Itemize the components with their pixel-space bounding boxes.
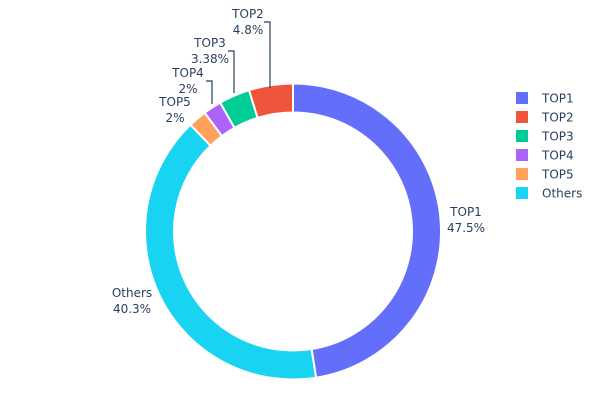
legend-item-top2[interactable]: TOP2 — [516, 111, 574, 125]
slice-label-top5: TOP5 2% — [158, 95, 191, 125]
slices — [144, 82, 442, 381]
legend-label: TOP3 — [541, 130, 574, 144]
slice-top1[interactable] — [292, 82, 442, 379]
legend-swatch — [516, 130, 528, 142]
slice-label-top3: TOP3 3.38% — [191, 36, 229, 66]
legend-item-others[interactable]: Others — [516, 187, 582, 201]
legend-swatch — [516, 149, 528, 161]
slice-label-others: Others 40.3% — [112, 286, 152, 316]
leader-line — [228, 50, 235, 93]
legend-item-top4[interactable]: TOP4 — [516, 149, 574, 163]
legend: TOP1 TOP2 TOP3 TOP4 TOP5 Others — [516, 92, 582, 201]
slice-others[interactable] — [144, 123, 318, 381]
legend-swatch — [516, 187, 528, 199]
slice-top2[interactable] — [247, 82, 294, 120]
leader-lines — [206, 21, 271, 104]
legend-label: Others — [542, 187, 582, 201]
legend-swatch — [516, 168, 528, 180]
leader-line — [264, 21, 271, 88]
slice-label-top1: TOP1 47.5% — [447, 205, 485, 235]
slice-label-top4: TOP4 2% — [171, 66, 204, 96]
legend-label: TOP5 — [541, 168, 574, 182]
legend-label: TOP1 — [541, 92, 574, 106]
legend-swatch — [516, 111, 528, 123]
slice-label-top2: TOP2 4.8% — [231, 7, 264, 37]
legend-swatch — [516, 92, 528, 104]
slice-labels: TOP1 47.5% TOP2 4.8%TOP3 3.38%TOP4 2%TOP5 2% Ot… — [112, 7, 485, 316]
legend-label: TOP2 — [541, 111, 574, 125]
legend-item-top3[interactable]: TOP3 — [516, 130, 574, 144]
legend-label: TOP4 — [541, 149, 574, 163]
legend-item-top5[interactable]: TOP5 — [516, 168, 574, 182]
leader-line — [206, 80, 213, 104]
legend-item-top1[interactable]: TOP1 — [516, 92, 574, 106]
